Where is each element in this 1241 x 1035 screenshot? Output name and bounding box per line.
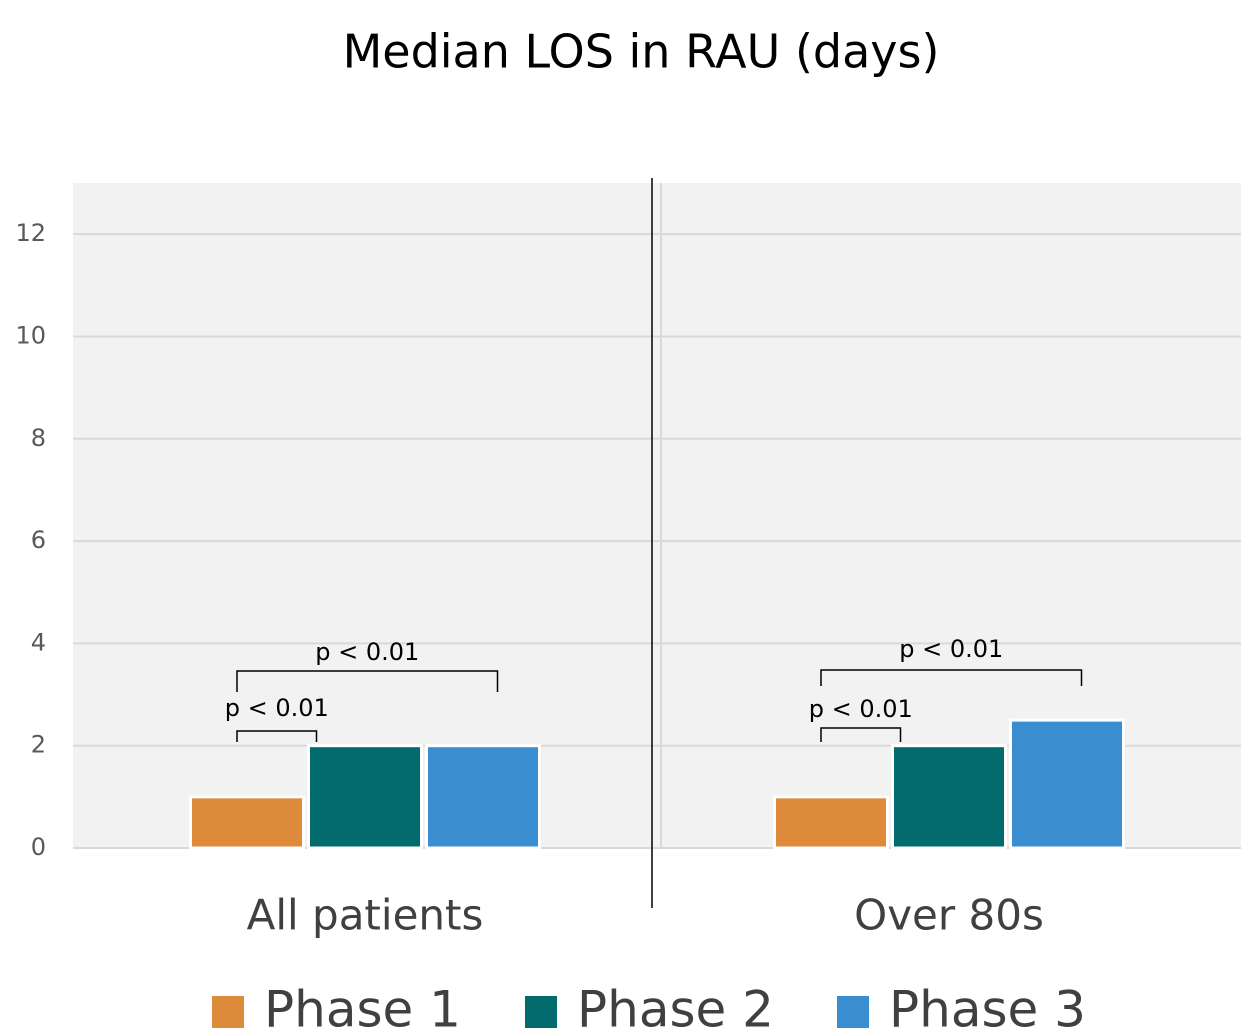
legend-label: Phase 3: [889, 981, 1086, 1035]
annotation: p < 0.01: [899, 635, 1003, 663]
y-tick-label: 8: [31, 424, 46, 452]
legend-swatch: [837, 996, 869, 1028]
bracket: [820, 727, 902, 742]
legend-swatch: [212, 996, 244, 1028]
y-tick-label: 6: [31, 526, 46, 554]
bracket: [236, 730, 318, 742]
y-tick-label: 0: [31, 833, 46, 861]
legend-label: Phase 1: [264, 981, 461, 1035]
bracket: [820, 669, 1083, 686]
chart-title: Median LOS in RAU (days): [343, 25, 940, 79]
annotation: p < 0.01: [315, 638, 419, 666]
legend-label: Phase 2: [577, 981, 774, 1035]
bar: [189, 795, 305, 850]
y-tick-label: 12: [15, 219, 46, 247]
y-tick-label: 10: [15, 321, 46, 349]
y-tick-label: 2: [31, 731, 46, 759]
annotation: p < 0.01: [809, 695, 913, 723]
bar: [891, 744, 1007, 850]
bar: [425, 744, 541, 850]
y-tick-label: 4: [31, 628, 46, 656]
x-tick-label: Over 80s: [854, 891, 1044, 940]
bracket: [236, 670, 499, 692]
bar: [307, 744, 423, 850]
legend-swatch: [525, 996, 557, 1028]
x-tick-label: All patients: [247, 891, 484, 940]
annotation: p < 0.01: [225, 694, 329, 722]
bar: [773, 795, 889, 850]
bar: [1009, 718, 1125, 850]
